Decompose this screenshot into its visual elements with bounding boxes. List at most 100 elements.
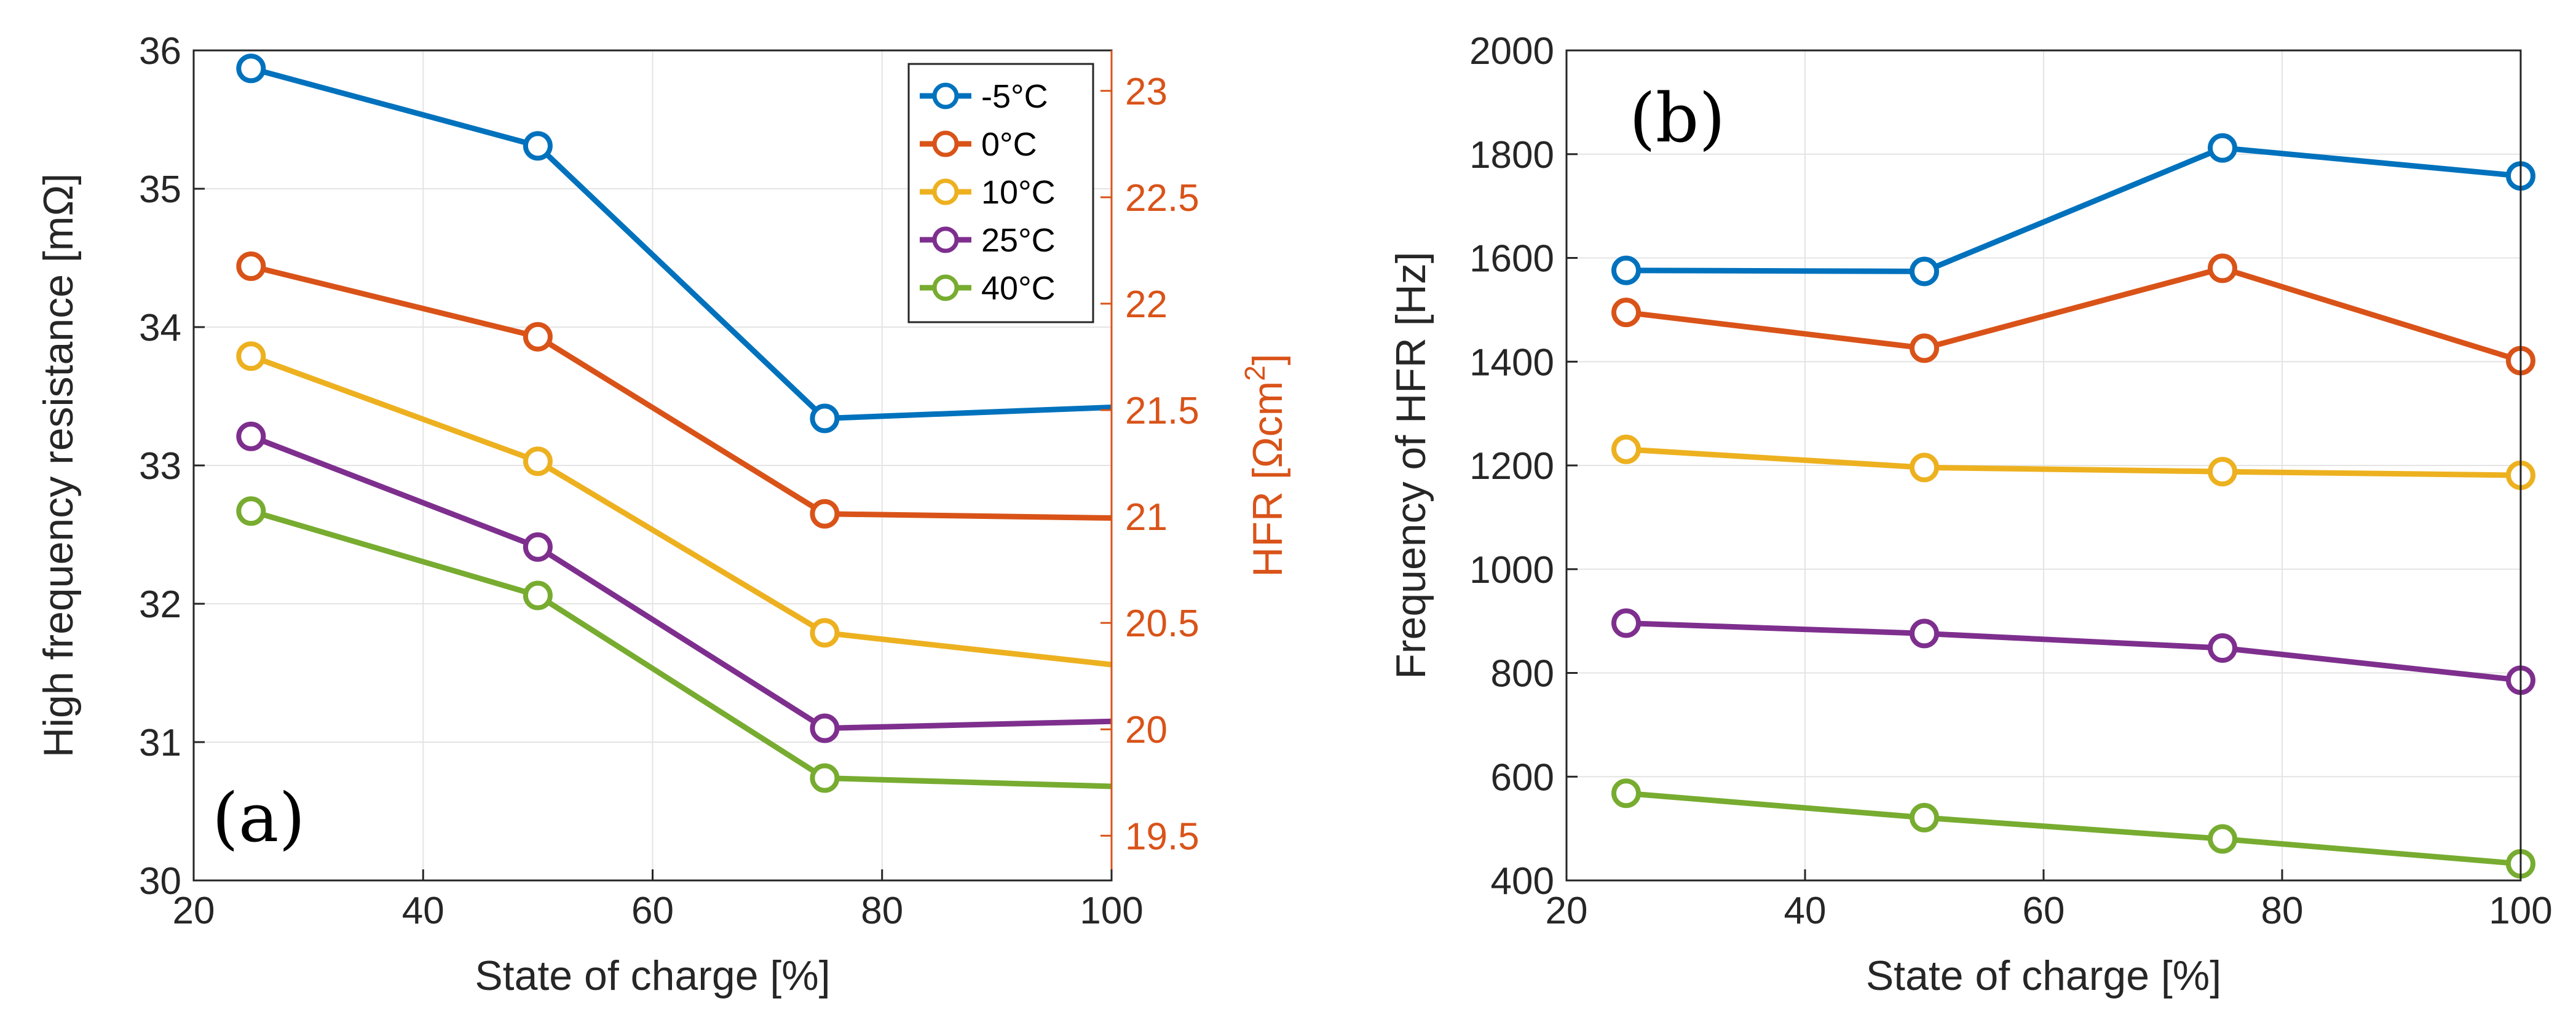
data-point — [523, 446, 553, 476]
data-point — [1910, 802, 1939, 832]
legend-label: -5°C — [981, 78, 1048, 115]
data-point — [523, 322, 553, 352]
series-line--5°C — [1626, 145, 2521, 274]
data-point — [236, 496, 266, 526]
legend-label: 25°C — [981, 222, 1056, 259]
y-tick-label: 400 — [1491, 860, 1554, 903]
data-point — [236, 421, 266, 451]
series-line-40°C — [1626, 790, 2521, 867]
series-line-10°C — [250, 354, 1112, 668]
legend-item: 10°C — [920, 174, 1056, 211]
x-tick-label: 80 — [2261, 890, 2304, 932]
panel-a: 20 40 60 80 100 30 31 32 33 34 35 36 State of charge… — [35, 30, 1291, 999]
data-point — [1910, 256, 1939, 287]
legend-item: 25°C — [920, 222, 1056, 259]
legend-item: -5°C — [920, 78, 1048, 115]
data-point — [810, 763, 840, 793]
panel-label: (b) — [1629, 79, 1725, 157]
data-point — [810, 618, 840, 648]
panel-label: (a) — [212, 778, 305, 857]
series-line-10°C — [1626, 446, 2521, 478]
x-tick-label: 100 — [1080, 890, 1143, 932]
y2-tick-label: 22.5 — [1125, 177, 1199, 219]
y2-axis-title: HFR [Ωcm2] — [1239, 354, 1291, 577]
y2-tick-label: 19.5 — [1125, 815, 1199, 858]
data-point — [2208, 824, 2237, 854]
x-tick-label: 40 — [402, 890, 444, 932]
data-point — [2208, 253, 2237, 283]
series-line-40°C — [250, 508, 1112, 789]
y-axis-title: Frequency of HFR [Hz] — [1388, 251, 1434, 679]
legend-item: 0°C — [920, 126, 1037, 163]
legend-label: 10°C — [981, 174, 1056, 211]
y-tick-label: 2000 — [1469, 30, 1554, 73]
series-line-0°C — [250, 263, 1112, 521]
data-point — [523, 532, 553, 562]
data-point — [2208, 457, 2237, 487]
legend-swatch-marker — [932, 178, 959, 205]
legend-swatch-marker — [932, 82, 959, 109]
y2-axis-title-main: HFR [Ωcm — [1244, 381, 1291, 577]
y2-tick-label: 20.5 — [1125, 603, 1199, 645]
x-tick-label: 60 — [631, 890, 674, 932]
data-point — [810, 713, 840, 743]
data-point — [1611, 255, 1641, 285]
y2-tick-label: 22 — [1125, 283, 1167, 326]
data-point — [236, 53, 266, 84]
x-axis-title: State of charge [%] — [1866, 952, 2221, 999]
legend-swatch-marker — [932, 274, 959, 301]
x-tick-label: 80 — [861, 890, 903, 932]
legend-swatch-marker — [932, 226, 959, 253]
data-point — [236, 341, 266, 371]
data-point — [1910, 453, 1939, 483]
y-tick-label: 1600 — [1469, 238, 1554, 280]
data-point — [2208, 633, 2237, 663]
x-tick-label: 60 — [2023, 890, 2065, 932]
series-line-25°C — [1626, 620, 2521, 683]
data-point — [1611, 434, 1641, 464]
y2-tick-label: 21 — [1125, 496, 1167, 539]
data-point — [523, 580, 553, 611]
data-point — [523, 131, 553, 161]
y2-axis-title-sup: 2 — [1239, 365, 1271, 381]
y-tick-label: 1400 — [1469, 341, 1554, 384]
y2-tick-label: 20 — [1125, 709, 1167, 751]
series-line-0°C — [1626, 265, 2522, 363]
panel-b: 20 40 60 80 100 400 600 800 1000 1200 1400 1600 1800… — [1388, 30, 2553, 999]
y-tick-label: 1000 — [1469, 549, 1554, 591]
y2-tick-label: 21.5 — [1125, 390, 1199, 432]
data-point — [1611, 298, 1641, 328]
x-tick-label: 20 — [1546, 890, 1588, 932]
y-tick-label: 32 — [139, 583, 181, 626]
data-point — [1611, 608, 1641, 638]
data-point — [810, 499, 840, 529]
y-tick-label: 600 — [1491, 756, 1554, 799]
x-tick-label: 20 — [173, 890, 215, 932]
data-point — [236, 251, 266, 281]
y2-axis-title-close: ] — [1244, 354, 1291, 365]
y-tick-label: 30 — [139, 860, 181, 903]
y-tick-label: 800 — [1491, 653, 1554, 695]
x-tick-label: 40 — [1784, 890, 1827, 932]
legend: -5°C 0°C 10°C 25°C 40°C — [907, 63, 1094, 323]
y-tick-label: 1200 — [1469, 445, 1554, 488]
data-point — [1611, 778, 1641, 809]
legend-item: 40°C — [920, 270, 1056, 307]
data-point — [810, 403, 840, 433]
x-axis-title: State of charge [%] — [475, 952, 830, 999]
data-point — [1910, 333, 1939, 363]
y-tick-label: 1800 — [1469, 134, 1554, 176]
data-point — [1910, 619, 1939, 649]
series-line-25°C — [250, 433, 1112, 731]
y-tick-label: 34 — [139, 307, 181, 349]
x-tick-label: 100 — [2489, 890, 2552, 932]
y-tick-label: 33 — [139, 445, 181, 488]
y-axis-title: High frequency resistance [mΩ] — [35, 173, 82, 757]
legend-swatch-marker — [932, 130, 959, 157]
series-line--5°C — [250, 65, 1112, 421]
y-tick-label: 36 — [139, 30, 181, 73]
y-tick-label: 31 — [139, 722, 181, 764]
data-point — [2208, 133, 2237, 163]
legend-label: 40°C — [981, 270, 1056, 307]
